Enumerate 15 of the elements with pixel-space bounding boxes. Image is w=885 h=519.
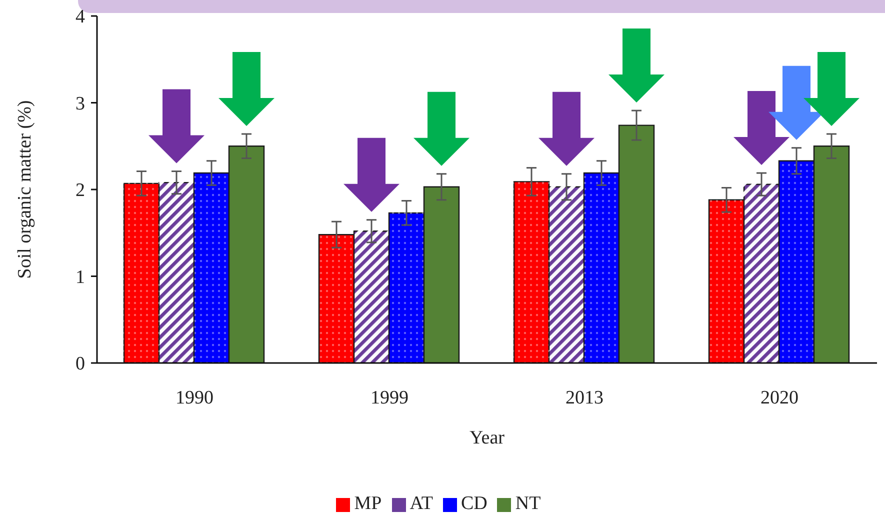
x-tick-label: 1999 xyxy=(370,387,408,408)
x-tick-label: 2020 xyxy=(760,387,798,408)
y-tick-label: 0 xyxy=(76,354,85,375)
legend-label: MP xyxy=(354,493,382,514)
x-tick-label: 1990 xyxy=(176,387,214,408)
x-tick-label: 2013 xyxy=(566,387,604,408)
legend-label: AT xyxy=(410,493,433,514)
legend-label: NT xyxy=(515,493,541,514)
x-axis-title: Year xyxy=(469,428,506,448)
y-tick-label: 3 xyxy=(76,93,85,114)
legend-label: CD xyxy=(460,493,488,514)
y-tick-label: 4 xyxy=(76,6,86,28)
y-tick-label: 2 xyxy=(76,180,85,202)
y-tick-label: 1 xyxy=(76,266,85,288)
y-axis-title: Soil organic matter (%) xyxy=(14,100,36,279)
